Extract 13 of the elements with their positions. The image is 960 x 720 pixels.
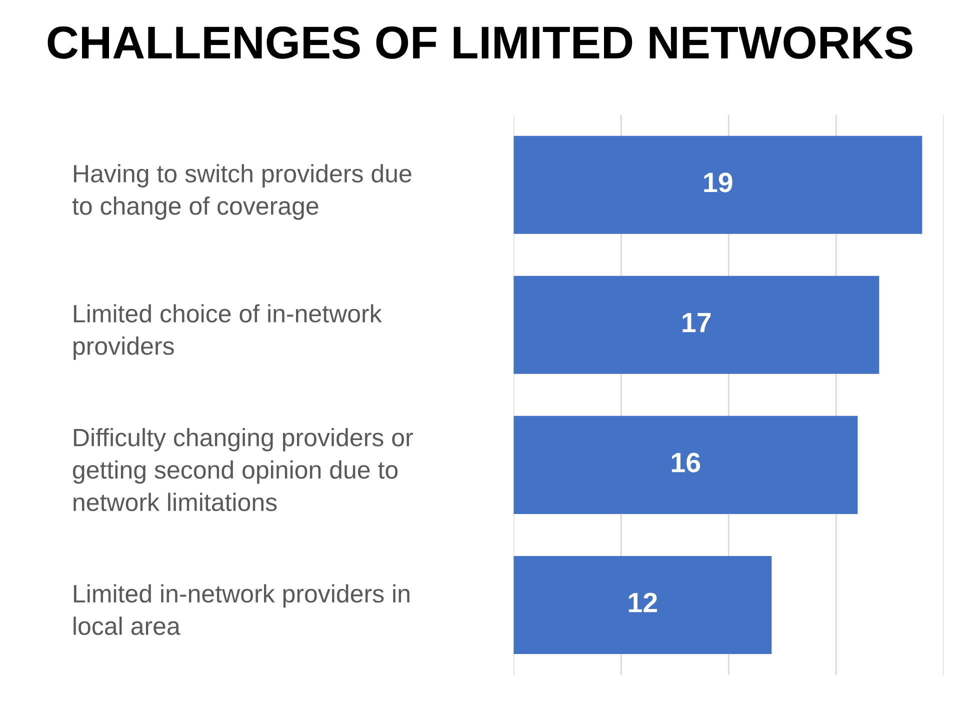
bar [514,136,922,234]
y-tick-label: Having to switch providers due to change of coverage [72,164,412,220]
chart-title: CHALLENGES OF LIMITED NETWORKS [48,26,912,59]
bar [514,276,880,374]
bar [514,416,858,514]
data-label: 16 [672,452,700,472]
y-tick-label: Limited in-network providers in local area [74,584,410,635]
data-label: 19 [704,172,732,192]
data-label: 12 [628,592,657,612]
y-tick-label: Difficulty changing providers or getting second opinion due to network limitations [73,428,413,512]
bar [514,556,772,654]
data-label: 17 [682,312,711,332]
y-tick-label: Limited choice of in-network providers [74,304,382,360]
